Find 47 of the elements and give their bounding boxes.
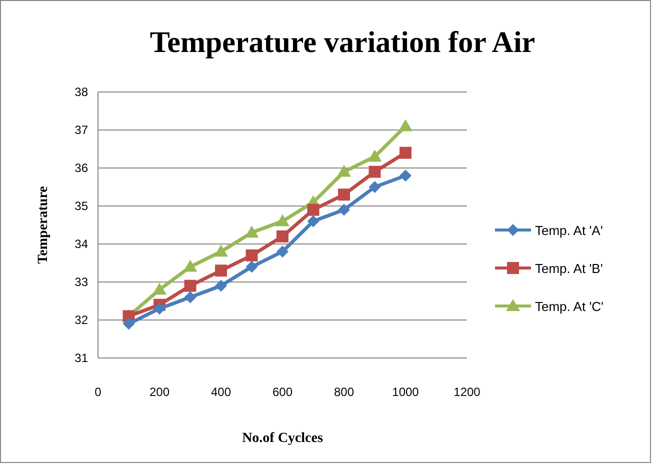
y-tick-label: 36	[74, 161, 88, 175]
legend-label: Temp. At 'B'	[535, 261, 603, 276]
y-tick-label: 35	[74, 199, 88, 213]
y-tick-label: 33	[74, 275, 88, 289]
point	[398, 119, 412, 132]
x-tick-label: 800	[334, 385, 354, 399]
point	[215, 264, 227, 277]
point	[337, 164, 351, 177]
y-tick-label: 31	[74, 351, 88, 365]
legend-label: Temp. At 'C'	[535, 299, 604, 314]
y-tick-label: 37	[74, 123, 88, 137]
point	[338, 188, 350, 201]
chart-title: Temperature variation for Air	[150, 26, 536, 59]
x-tick-label: 400	[210, 385, 232, 399]
point	[276, 246, 288, 258]
point	[368, 150, 382, 162]
point	[246, 249, 258, 262]
point	[215, 280, 227, 292]
point	[338, 204, 350, 216]
point	[122, 318, 135, 330]
point	[368, 166, 381, 178]
point	[184, 291, 196, 304]
point	[184, 280, 196, 292]
point	[307, 215, 320, 228]
x-axis-title: No.of Cyclces	[242, 431, 324, 446]
point	[400, 170, 412, 182]
x-tick-label: 1000	[392, 385, 420, 399]
point	[276, 214, 290, 226]
point	[214, 244, 228, 257]
y-tick-label: 34	[74, 237, 88, 251]
point	[368, 181, 381, 193]
point	[244, 226, 259, 238]
point	[154, 302, 166, 315]
point	[307, 204, 320, 216]
point	[183, 260, 198, 272]
y-tick-label: 38	[74, 85, 88, 99]
legend-label: Temp. At 'A'	[535, 223, 603, 238]
point	[276, 230, 288, 242]
point	[246, 260, 258, 273]
point	[152, 282, 166, 295]
x-tick-label: 200	[149, 385, 170, 399]
x-tick-label: 600	[272, 385, 293, 399]
point	[400, 146, 412, 159]
y-tick-label: 32	[74, 313, 88, 327]
x-tick-label: 1200	[454, 385, 481, 399]
x-tick-label: 0	[94, 385, 102, 399]
y-axis-title: Temperature	[36, 186, 51, 264]
